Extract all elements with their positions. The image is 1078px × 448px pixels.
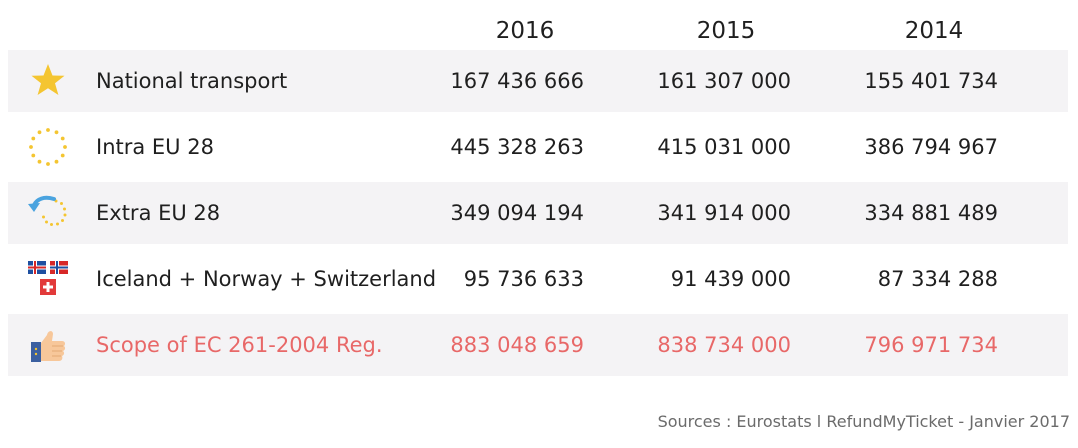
outbound-arrow-icon bbox=[26, 193, 70, 233]
table-row-national-transport: National transport 167 436 666 161 307 0… bbox=[8, 50, 1068, 112]
table-row-intra-eu: Intra EU 28 445 328 263 415 031 000 386 … bbox=[8, 116, 1068, 178]
value-2016: 167 436 666 bbox=[450, 69, 584, 93]
value-2016: 883 048 659 bbox=[450, 333, 584, 357]
table-row-scope-ec261: Scope of EC 261-2004 Reg. 883 048 659 83… bbox=[8, 314, 1068, 376]
value-2016: 445 328 263 bbox=[450, 135, 584, 159]
year-header-2016: 2016 bbox=[495, 18, 555, 44]
table-row-extra-eu: Extra EU 28 349 094 194 341 914 000 334 … bbox=[8, 182, 1068, 244]
source-note: Sources : Eurostats l RefundMyTicket - J… bbox=[657, 412, 1070, 431]
value-2016: 95 736 633 bbox=[463, 267, 584, 291]
row-label: Iceland + Norway + Switzerland bbox=[96, 267, 437, 291]
value-2014: 386 794 967 bbox=[864, 135, 998, 159]
row-label: National transport bbox=[96, 69, 288, 93]
flags-icon bbox=[26, 259, 70, 299]
table-header: 2016 2015 2014 bbox=[0, 18, 1078, 50]
value-2015: 838 734 000 bbox=[657, 333, 791, 357]
star-icon bbox=[26, 61, 70, 101]
row-label: Extra EU 28 bbox=[96, 201, 221, 225]
row-label: Intra EU 28 bbox=[96, 135, 214, 159]
value-2014: 155 401 734 bbox=[864, 69, 998, 93]
value-2015: 161 307 000 bbox=[657, 69, 791, 93]
row-label: Scope of EC 261-2004 Reg. bbox=[96, 333, 383, 357]
eu-stars-icon bbox=[26, 127, 70, 167]
table-row-iceland-norway-switzerland: Iceland + Norway + Switzerland 95 736 63… bbox=[8, 248, 1068, 310]
value-2014: 334 881 489 bbox=[864, 201, 998, 225]
value-2014: 796 971 734 bbox=[864, 333, 998, 357]
value-2015: 341 914 000 bbox=[657, 201, 791, 225]
value-2016: 349 094 194 bbox=[450, 201, 584, 225]
thumbs-up-icon bbox=[26, 325, 70, 365]
value-2015: 91 439 000 bbox=[670, 267, 791, 291]
year-header-2015: 2015 bbox=[696, 18, 756, 44]
year-header-2014: 2014 bbox=[904, 18, 964, 44]
value-2015: 415 031 000 bbox=[657, 135, 791, 159]
value-2014: 87 334 288 bbox=[877, 267, 998, 291]
